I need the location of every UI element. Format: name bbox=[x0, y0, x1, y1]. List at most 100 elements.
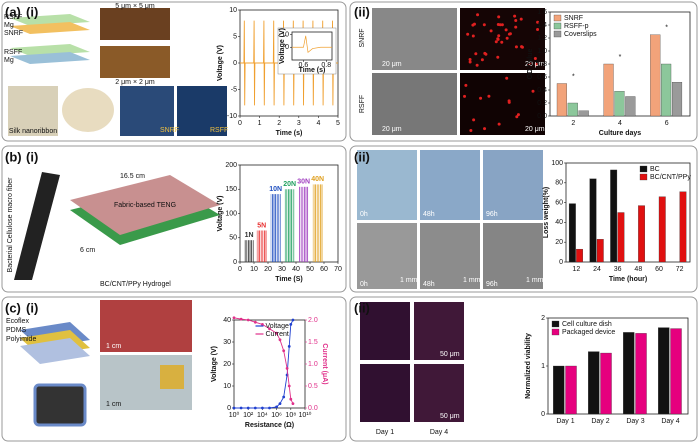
legend-swatch bbox=[553, 14, 562, 22]
point bbox=[282, 395, 286, 399]
y-tick-label: 1.2 bbox=[537, 35, 547, 42]
plot-frame bbox=[565, 162, 691, 263]
y-axis-label: Voltage (V) bbox=[211, 346, 218, 382]
label: Mg bbox=[4, 22, 14, 29]
cell bbox=[497, 34, 501, 38]
label: SNRF bbox=[359, 28, 366, 47]
panel-label: (c) bbox=[5, 300, 21, 315]
cell bbox=[514, 19, 518, 23]
fluorescence-image bbox=[414, 364, 464, 422]
panel-label: (ii) bbox=[354, 4, 370, 19]
photo bbox=[8, 86, 58, 136]
label: 0h bbox=[360, 211, 368, 218]
y-axis-label: Voltage (V) bbox=[217, 45, 224, 81]
bar bbox=[610, 169, 618, 263]
cell bbox=[504, 28, 508, 32]
x-tick-label: 2 bbox=[571, 120, 575, 127]
bar bbox=[596, 239, 604, 263]
cell bbox=[476, 13, 480, 17]
x-tick-label: Day 1 bbox=[556, 418, 574, 425]
bar bbox=[589, 178, 597, 263]
point bbox=[289, 397, 293, 401]
point bbox=[287, 384, 291, 388]
series-line bbox=[292, 35, 332, 54]
y-axis-label: Loss weight(%) bbox=[543, 187, 550, 238]
cell bbox=[472, 118, 476, 122]
x-tick-label: 0.8 bbox=[321, 62, 331, 69]
label: Polyimide bbox=[6, 336, 36, 343]
cell bbox=[536, 20, 540, 24]
signal-block bbox=[256, 230, 267, 262]
point bbox=[253, 320, 257, 324]
bar bbox=[578, 110, 589, 117]
fluorescence-image bbox=[460, 8, 545, 70]
sem-image bbox=[420, 223, 480, 289]
cell bbox=[463, 94, 467, 98]
cell bbox=[464, 83, 468, 87]
y-tick-label: 50 bbox=[229, 235, 237, 242]
cell bbox=[475, 63, 479, 67]
photo bbox=[177, 86, 227, 136]
x-tick-label: 10¹⁰ bbox=[299, 411, 312, 419]
x-tick-label: 60 bbox=[655, 266, 663, 273]
scale-bar: 50 μm bbox=[440, 351, 460, 358]
legend-label: Voltage bbox=[266, 323, 289, 330]
point bbox=[268, 327, 271, 331]
teng-layer bbox=[70, 175, 220, 235]
sem-image bbox=[357, 223, 417, 289]
y-axis-label: Normalized viability bbox=[525, 333, 532, 399]
x-tick-label: 3 bbox=[297, 120, 301, 127]
point bbox=[285, 367, 289, 370]
device-photo bbox=[160, 365, 184, 389]
label: 96h bbox=[486, 211, 498, 218]
x-tick-label: 70 bbox=[334, 266, 342, 273]
scale-bar: 1 mm bbox=[400, 277, 418, 284]
scale-bar: 20 μm bbox=[382, 126, 402, 133]
cell bbox=[496, 37, 500, 41]
label: RSFF bbox=[4, 49, 22, 56]
cell bbox=[533, 56, 537, 60]
legend-label: RSFF-p bbox=[564, 23, 589, 30]
y-tick-label: 60 bbox=[555, 199, 563, 206]
point bbox=[246, 406, 250, 410]
point bbox=[278, 338, 282, 342]
cell bbox=[497, 15, 501, 19]
y-tick-label: 0 bbox=[227, 405, 231, 412]
cell bbox=[466, 32, 470, 36]
x-tick-label: 4 bbox=[618, 120, 622, 127]
x-tick-label: 10⁸ bbox=[285, 412, 296, 419]
panel-label: (b) bbox=[5, 149, 22, 164]
y-tick-label: 20 bbox=[555, 239, 563, 246]
panel-frame bbox=[1, 145, 347, 293]
point bbox=[246, 318, 250, 322]
x-tick-label: 1 bbox=[258, 120, 262, 127]
y2-axis-label: Current (μA) bbox=[321, 343, 328, 384]
y-tick-label: 0 bbox=[285, 44, 289, 51]
series-label: 30N bbox=[297, 179, 310, 186]
y-tick-label: 0.4 bbox=[537, 87, 547, 94]
cell bbox=[514, 45, 518, 49]
series-label: 10N bbox=[269, 186, 282, 193]
y-tick-label: 10 bbox=[281, 31, 289, 38]
fiber bbox=[14, 172, 60, 280]
label: 16.5 cm bbox=[120, 173, 145, 180]
y-tick-label: 0 bbox=[233, 259, 237, 266]
cell bbox=[531, 89, 535, 93]
significance: * bbox=[619, 54, 622, 61]
photo bbox=[100, 300, 192, 352]
x-axis-label: Time (S) bbox=[275, 276, 303, 283]
x-tick-label: Day 2 bbox=[591, 418, 609, 425]
point bbox=[253, 406, 257, 410]
photo bbox=[62, 88, 114, 132]
y2-tick-label: 1.0 bbox=[308, 361, 318, 368]
label: 48h bbox=[423, 281, 435, 288]
label: 5 μm × 5 μm bbox=[115, 3, 155, 10]
x-axis-label: Time (hour) bbox=[609, 276, 647, 283]
label: 6 cm bbox=[80, 247, 95, 254]
y-tick-label: 40 bbox=[223, 317, 231, 324]
cell bbox=[480, 58, 484, 62]
x-tick-label: 40 bbox=[292, 266, 300, 273]
label: RSFF bbox=[359, 95, 366, 113]
y-tick-label: 150 bbox=[225, 186, 237, 193]
